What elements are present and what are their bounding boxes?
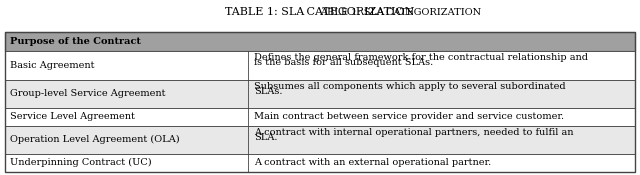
Text: Main contract between service provider and service customer.: Main contract between service provider a… xyxy=(254,112,564,121)
Text: TABLE 1: SLA CATEGORIZATION: TABLE 1: SLA CATEGORIZATION xyxy=(225,7,415,17)
Text: Subsumes all components which apply to several subordinated: Subsumes all components which apply to s… xyxy=(254,82,566,91)
Text: Basic Agreement: Basic Agreement xyxy=(10,61,95,70)
Text: A contract with an external operational partner.: A contract with an external operational … xyxy=(254,158,492,167)
Text: A contract with internal operational partners, needed to fulfil an: A contract with internal operational par… xyxy=(254,128,573,137)
Text: ABLE 1: SLA CATEGORIZATION: ABLE 1: SLA CATEGORIZATION xyxy=(320,8,481,17)
Text: SLA.: SLA. xyxy=(254,133,278,142)
Text: Purpose of the Contract: Purpose of the Contract xyxy=(10,37,141,46)
Text: Defines the general framework for the contractual relationship and: Defines the general framework for the co… xyxy=(254,54,588,62)
Text: Operation Level Agreement (OLA): Operation Level Agreement (OLA) xyxy=(10,135,180,144)
Text: Underpinning Contract (UC): Underpinning Contract (UC) xyxy=(10,158,152,167)
Text: Service Level Agreement: Service Level Agreement xyxy=(10,112,135,121)
Text: Group-level Service Agreement: Group-level Service Agreement xyxy=(10,89,166,98)
Text: is the basis for all subsequent SLAs.: is the basis for all subsequent SLAs. xyxy=(254,58,433,67)
Text: SLAs.: SLAs. xyxy=(254,87,282,96)
